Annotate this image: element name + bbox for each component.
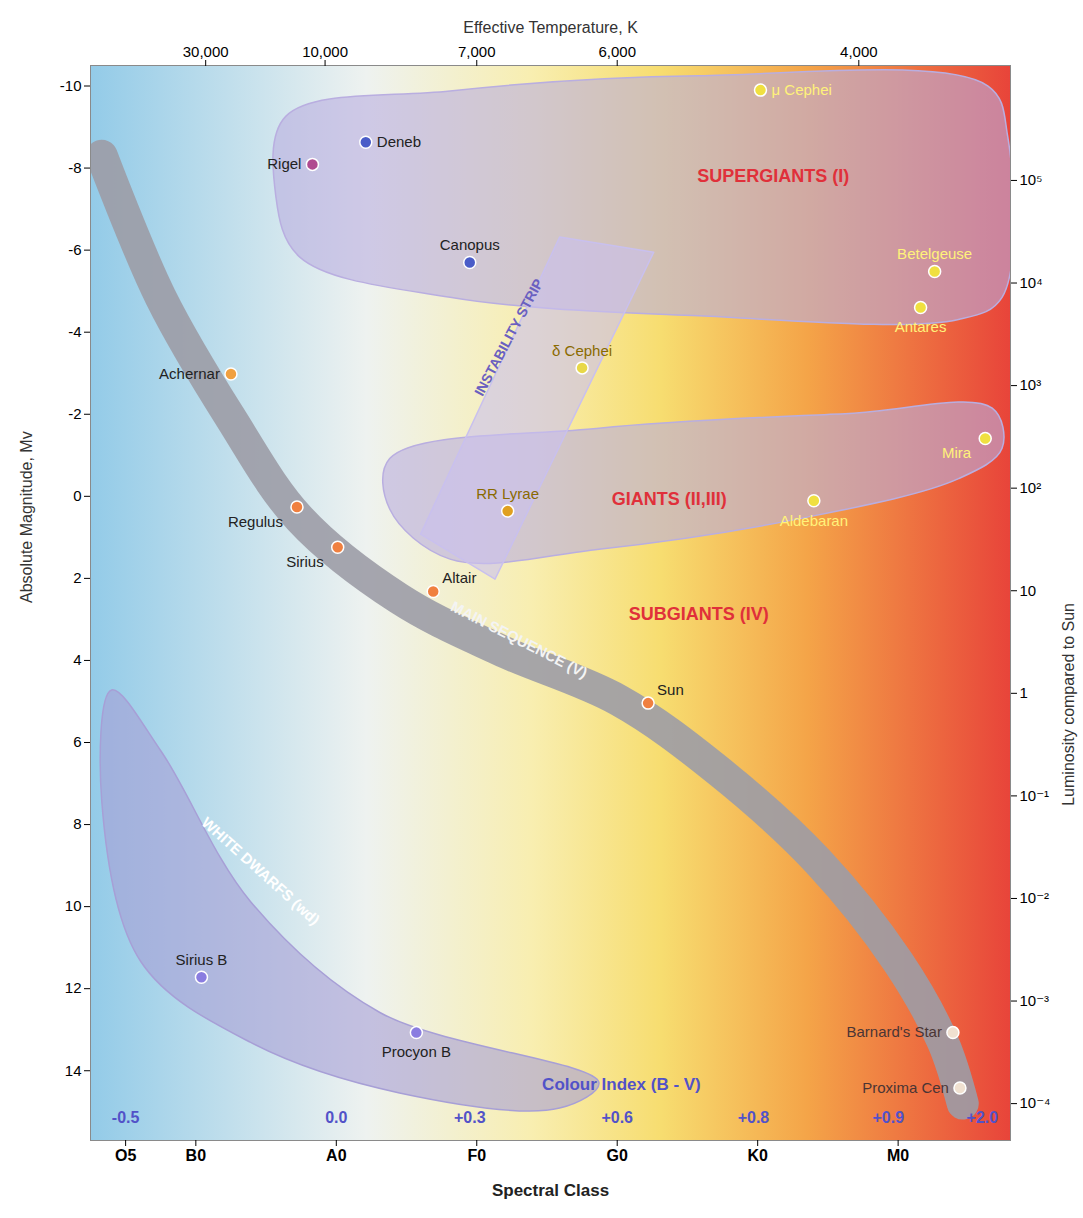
- svg-text:Rigel: Rigel: [267, 155, 301, 172]
- svg-text:12: 12: [65, 979, 82, 996]
- svg-text:Canopus: Canopus: [440, 236, 500, 253]
- svg-text:δ Cephei: δ Cephei: [552, 342, 612, 359]
- svg-text:Colour Index (B - V): Colour Index (B - V): [542, 1075, 701, 1094]
- svg-text:-2: -2: [68, 405, 81, 422]
- svg-text:10⁻⁴: 10⁻⁴: [1020, 1094, 1051, 1111]
- svg-text:+0.3: +0.3: [454, 1109, 486, 1126]
- svg-text:-6: -6: [68, 241, 81, 258]
- svg-text:GIANTS (II,III): GIANTS (II,III): [612, 489, 727, 509]
- svg-text:Luminosity compared to Sun: Luminosity compared to Sun: [1060, 603, 1077, 806]
- svg-text:G0: G0: [607, 1147, 628, 1164]
- svg-text:10³: 10³: [1020, 376, 1042, 393]
- svg-text:Effective Temperature, K: Effective Temperature, K: [463, 19, 638, 36]
- svg-text:14: 14: [65, 1062, 82, 1079]
- svg-text:10⁵: 10⁵: [1020, 171, 1043, 188]
- svg-text:Deneb: Deneb: [377, 133, 421, 150]
- svg-text:-0.5: -0.5: [112, 1109, 140, 1126]
- svg-text:10²: 10²: [1020, 479, 1042, 496]
- svg-text:6,000: 6,000: [598, 43, 636, 60]
- svg-text:4: 4: [73, 651, 81, 668]
- svg-text:10: 10: [1020, 582, 1037, 599]
- svg-text:-4: -4: [68, 323, 81, 340]
- svg-text:10: 10: [65, 897, 82, 914]
- svg-text:μ Cephei: μ Cephei: [771, 81, 831, 98]
- svg-text:1: 1: [1020, 684, 1028, 701]
- svg-text:M0: M0: [887, 1147, 909, 1164]
- svg-text:O5: O5: [115, 1147, 136, 1164]
- svg-text:+2.0: +2.0: [967, 1109, 999, 1126]
- svg-text:4,000: 4,000: [840, 43, 878, 60]
- svg-text:B0: B0: [186, 1147, 207, 1164]
- svg-text:Sirius: Sirius: [286, 553, 324, 570]
- svg-text:Sun: Sun: [657, 681, 684, 698]
- svg-text:10⁴: 10⁴: [1020, 274, 1043, 291]
- svg-text:10⁻³: 10⁻³: [1020, 992, 1050, 1009]
- svg-text:8: 8: [73, 815, 81, 832]
- svg-text:0.0: 0.0: [325, 1109, 347, 1126]
- svg-text:Sirius B: Sirius B: [176, 951, 228, 968]
- svg-text:30,000: 30,000: [183, 43, 229, 60]
- svg-text:+0.8: +0.8: [738, 1109, 770, 1126]
- svg-text:2: 2: [73, 569, 81, 586]
- svg-text:Spectral Class: Spectral Class: [492, 1181, 609, 1200]
- svg-text:Antares: Antares: [895, 318, 947, 335]
- svg-text:Aldebaran: Aldebaran: [780, 512, 848, 529]
- svg-text:6: 6: [73, 733, 81, 750]
- svg-text:Mira: Mira: [942, 444, 972, 461]
- svg-text:0: 0: [73, 487, 81, 504]
- svg-text:Regulus: Regulus: [228, 513, 283, 530]
- svg-text:-10: -10: [60, 77, 82, 94]
- svg-text:10⁻²: 10⁻²: [1020, 889, 1050, 906]
- svg-text:10,000: 10,000: [302, 43, 348, 60]
- svg-text:Proxima Cen: Proxima Cen: [862, 1079, 949, 1096]
- svg-text:SUPERGIANTS (I): SUPERGIANTS (I): [697, 166, 849, 186]
- svg-text:Betelgeuse: Betelgeuse: [897, 245, 972, 262]
- svg-text:A0: A0: [326, 1147, 347, 1164]
- svg-text:F0: F0: [467, 1147, 486, 1164]
- svg-text:Achernar: Achernar: [159, 365, 220, 382]
- svg-text:+0.9: +0.9: [873, 1109, 905, 1126]
- svg-text:MAIN SEQUENCE (V): MAIN SEQUENCE (V): [448, 597, 590, 681]
- svg-text:K0: K0: [747, 1147, 768, 1164]
- svg-text:Altair: Altair: [442, 569, 476, 586]
- svg-text:10⁻¹: 10⁻¹: [1020, 787, 1050, 804]
- svg-text:7,000: 7,000: [458, 43, 496, 60]
- svg-text:Absolute Magnitude, Mv: Absolute Magnitude, Mv: [18, 431, 35, 603]
- svg-text:RR Lyrae: RR Lyrae: [476, 485, 539, 502]
- svg-text:Procyon B: Procyon B: [382, 1043, 451, 1060]
- svg-text:WHITE DWARFS (wd): WHITE DWARFS (wd): [199, 813, 324, 928]
- svg-text:INSTABILITY STRIP: INSTABILITY STRIP: [471, 276, 546, 398]
- svg-text:+0.6: +0.6: [601, 1109, 633, 1126]
- svg-text:SUBGIANTS (IV): SUBGIANTS (IV): [629, 604, 769, 624]
- svg-text:-8: -8: [68, 159, 81, 176]
- svg-text:Barnard's Star: Barnard's Star: [847, 1023, 942, 1040]
